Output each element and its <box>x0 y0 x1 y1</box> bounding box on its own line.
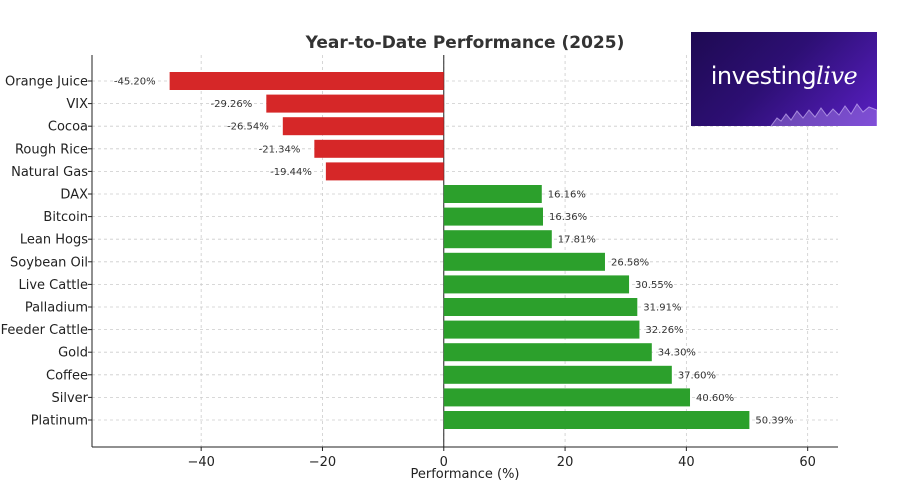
category-label: Natural Gas <box>11 165 88 180</box>
bar <box>443 185 542 203</box>
data-label: 17.81% <box>558 235 596 246</box>
x-tick-label: 60 <box>799 455 816 470</box>
bar <box>266 94 444 113</box>
x-tick-label: −20 <box>309 455 336 470</box>
x-tick-label: 0 <box>440 455 448 470</box>
data-label: 30.55% <box>635 280 673 291</box>
bar <box>314 139 444 158</box>
category-label: Bitcoin <box>43 210 88 225</box>
data-label: -26.54% <box>227 122 269 133</box>
data-label: -21.34% <box>259 144 301 155</box>
logo-text-part1: investing <box>710 62 817 90</box>
bar <box>169 72 444 90</box>
bar <box>282 117 444 136</box>
x-ticks: −40 −20 0 20 40 60 <box>187 447 816 470</box>
bar <box>443 411 750 429</box>
chart-title: Year-to-Date Performance (2025) <box>305 33 625 53</box>
category-label: Orange Juice <box>5 75 88 90</box>
category-labels: Orange Juice VIX Cocoa Rough Rice Natural Ga… <box>1 75 92 429</box>
data-label: -29.26% <box>211 99 253 110</box>
bar <box>443 343 652 362</box>
x-tick-label: 20 <box>557 455 574 470</box>
data-label: 37.60% <box>678 370 716 381</box>
x-tick-label: 40 <box>678 455 695 470</box>
data-label: 31.91% <box>643 303 681 314</box>
bar <box>443 207 543 226</box>
data-label: -45.20% <box>114 77 156 88</box>
data-label: 16.36% <box>549 212 587 223</box>
category-label: VIX <box>66 97 88 112</box>
data-label: 16.16% <box>548 190 586 201</box>
category-label: Platinum <box>31 414 88 429</box>
data-label: 26.58% <box>611 257 649 268</box>
bar <box>443 388 691 407</box>
logo-text: investinglive <box>691 62 877 90</box>
bar <box>443 320 640 339</box>
data-label: 34.30% <box>658 348 696 359</box>
bar <box>443 365 672 384</box>
bar <box>325 162 444 181</box>
category-label: Cocoa <box>48 120 88 135</box>
data-labels: -45.20% -29.26% -26.54% -21.34% -19.44% 16.16… <box>114 77 794 427</box>
bars <box>169 72 750 429</box>
logo-wave-icon <box>770 103 877 126</box>
category-label: Feeder Cattle <box>1 323 88 338</box>
x-tick-label: −40 <box>187 455 214 470</box>
category-label: Gold <box>58 346 88 361</box>
category-label: Palladium <box>25 301 88 316</box>
bar <box>443 275 630 294</box>
x-axis-label: Performance (%) <box>410 467 519 482</box>
logo-text-part2: live <box>816 62 858 90</box>
category-label: Live Cattle <box>18 278 88 293</box>
investinglive-logo: investinglive <box>691 32 877 126</box>
bar <box>443 298 638 316</box>
data-label: 40.60% <box>696 393 734 404</box>
data-label: 32.26% <box>645 325 683 336</box>
bar <box>443 230 552 249</box>
category-label: Silver <box>51 391 88 406</box>
data-label: 50.39% <box>755 416 793 427</box>
category-label: Rough Rice <box>15 142 88 157</box>
category-label: Lean Hogs <box>20 233 88 248</box>
category-label: DAX <box>60 188 88 203</box>
bar <box>443 252 605 271</box>
category-label: Soybean Oil <box>10 255 88 270</box>
category-label: Coffee <box>46 368 88 383</box>
data-label: -19.44% <box>270 167 312 178</box>
